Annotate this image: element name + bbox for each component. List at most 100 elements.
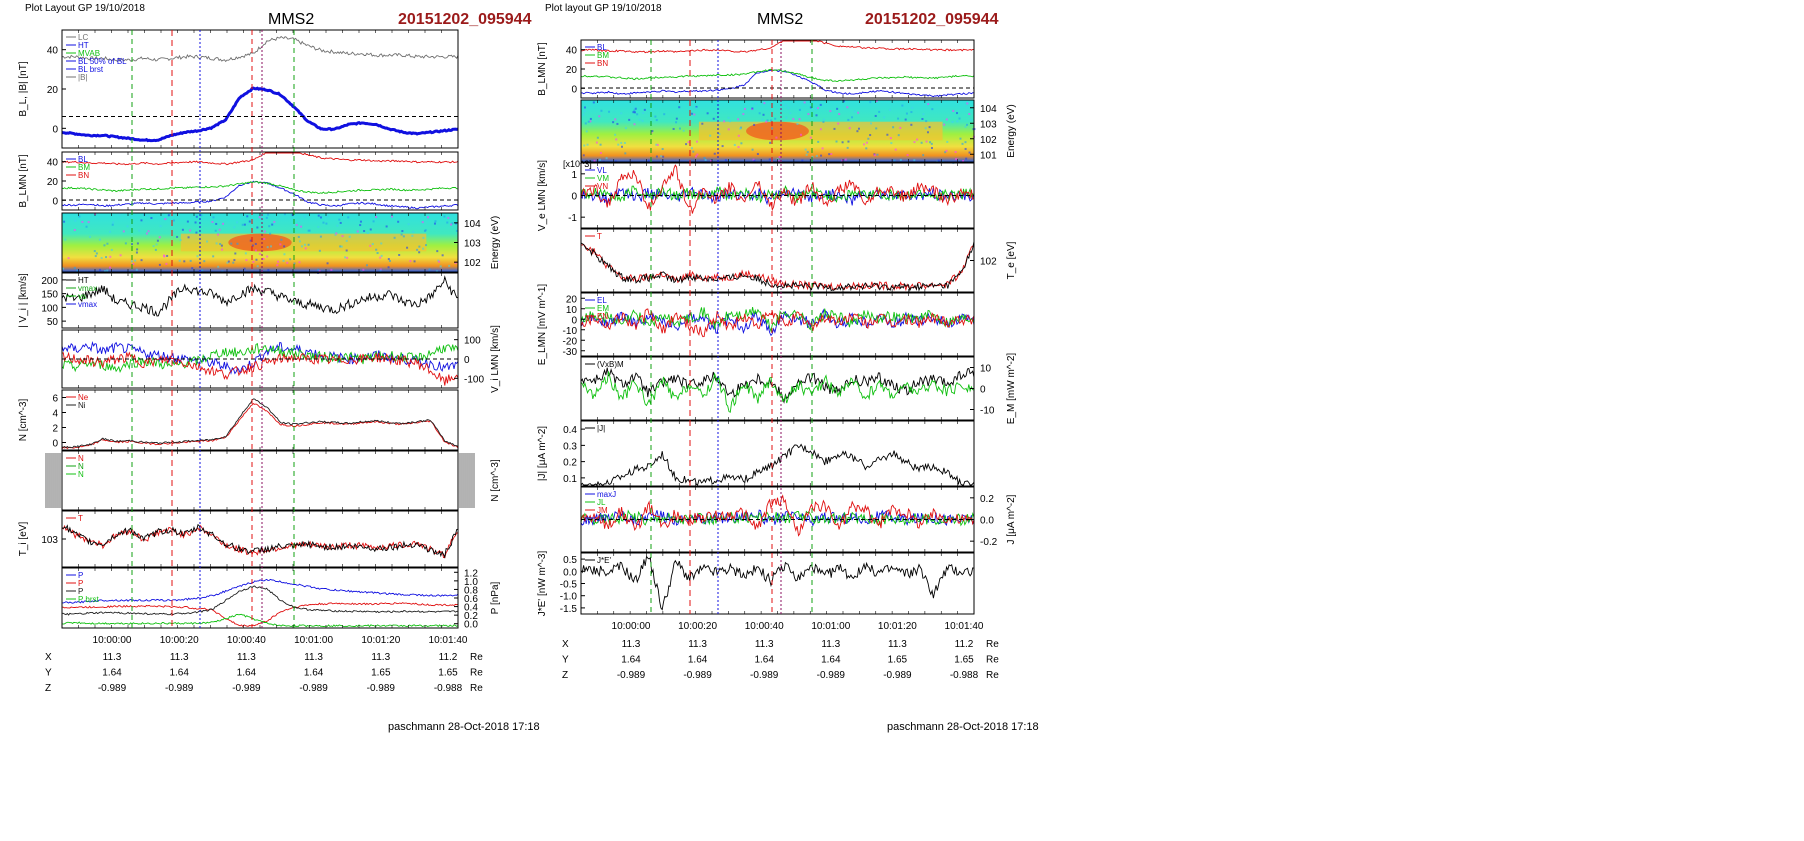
spectrogram-speck xyxy=(135,251,138,254)
series-line xyxy=(61,181,459,194)
y-tick-label: -1.5 xyxy=(560,604,578,615)
spectrogram-speck xyxy=(62,267,65,270)
spectrogram-speck xyxy=(801,159,804,162)
spectrogram-speck xyxy=(406,246,409,249)
spectrogram-speck xyxy=(379,269,382,272)
spectrogram-speck xyxy=(140,219,143,222)
legend-entry: VN xyxy=(597,182,608,191)
spectrogram-speck xyxy=(930,147,933,150)
spectrogram-speck xyxy=(298,240,301,243)
spectrogram-speck xyxy=(682,129,685,132)
spectrogram-speck xyxy=(965,157,968,160)
spectrogram-speck xyxy=(678,106,681,109)
spectrogram-speck xyxy=(723,120,726,123)
spectrogram-speck xyxy=(632,111,635,114)
spectrogram-speck xyxy=(234,252,237,255)
series-line xyxy=(580,443,975,486)
spectrogram-speck xyxy=(857,127,860,130)
spectrogram-speck xyxy=(307,229,310,232)
spectrogram-speck xyxy=(765,120,768,123)
spectrogram-speck xyxy=(799,133,802,136)
left-pos-unit: Re xyxy=(470,683,483,694)
spectrogram-speck xyxy=(369,228,372,231)
spectrogram-speck xyxy=(365,264,368,267)
spectrogram-speck xyxy=(633,109,636,112)
legend-entry: BN xyxy=(597,59,608,68)
spectrogram-speck xyxy=(945,149,948,152)
spectrogram-speck xyxy=(241,223,244,226)
spectrogram-speck xyxy=(733,143,736,146)
spectrogram-speck xyxy=(894,148,897,151)
spectrogram-speck xyxy=(402,235,405,238)
right-pos-value: -0.989 xyxy=(883,670,912,681)
right-time-tick: 10:01:00 xyxy=(811,621,850,632)
spectrogram-speck xyxy=(751,148,754,151)
spectrogram-speck xyxy=(398,254,401,257)
spectrogram-speck xyxy=(728,120,731,123)
spectrogram-speck xyxy=(647,159,650,162)
legend-entry: P xyxy=(78,571,83,580)
spectrogram-speck xyxy=(375,248,378,251)
spectrogram-speck xyxy=(762,113,765,116)
spectrogram-core xyxy=(698,121,943,141)
series-line xyxy=(61,180,459,210)
left-pos-value: 11.3 xyxy=(103,652,122,663)
left-time-tick: 10:01:00 xyxy=(294,635,333,646)
spectrogram-speck xyxy=(450,223,453,226)
y-tick-label: 103 xyxy=(980,119,997,130)
left-pos-value: -0.989 xyxy=(98,683,127,694)
spectrogram-speck xyxy=(265,216,268,219)
y-tick-label: 20 xyxy=(566,65,578,76)
series-line xyxy=(580,555,975,611)
spectrogram-speck xyxy=(650,131,653,134)
spectrogram-speck xyxy=(966,102,969,105)
y-tick-label: 101 xyxy=(980,150,997,161)
series-line xyxy=(580,509,975,527)
series-line xyxy=(580,68,975,82)
spectrogram-speck xyxy=(911,106,914,109)
right-pos-unit: Re xyxy=(986,639,999,650)
legend-entry: BM xyxy=(597,51,609,60)
spectrogram-speck xyxy=(886,133,889,136)
spectrogram-speck xyxy=(317,268,320,271)
spectrogram-speck xyxy=(172,219,175,222)
spectrogram-speck xyxy=(815,154,818,157)
spectrogram-speck xyxy=(297,221,300,224)
spectrogram-speck xyxy=(289,258,292,261)
left-pos-value: 11.3 xyxy=(371,652,390,663)
spectrogram-speck xyxy=(785,116,788,119)
legend-entry: HT xyxy=(78,276,89,285)
spectrogram-speck xyxy=(642,111,645,114)
spectrogram-speck xyxy=(846,106,849,109)
spectrogram-speck xyxy=(951,120,954,123)
right-spacecraft: MMS2 xyxy=(757,11,803,28)
spectrogram-speck xyxy=(585,130,588,133)
spectrogram-speck xyxy=(752,158,755,161)
legend-entry: BL xyxy=(597,43,607,52)
spectrogram-speck xyxy=(338,218,341,221)
spectrogram-speck xyxy=(927,103,930,106)
spectrogram-speck xyxy=(819,103,822,106)
spectrogram-speck xyxy=(105,256,108,259)
spectrogram-speck xyxy=(883,116,886,119)
y-tick-label: 2 xyxy=(52,424,58,435)
spectrogram-speck xyxy=(339,221,342,224)
spectrogram-speck xyxy=(232,261,235,264)
spectrogram-speck xyxy=(693,113,696,116)
spectrogram-speck xyxy=(103,244,106,247)
left-pos-unit: Re xyxy=(470,652,483,663)
spectrogram-speck xyxy=(345,239,348,242)
spectrogram-speck xyxy=(944,151,947,154)
y-tick-label: 0.2 xyxy=(464,611,478,622)
left-pos-value: -0.989 xyxy=(299,683,328,694)
spectrogram-speck xyxy=(178,259,181,262)
y-tick-label: 0 xyxy=(571,84,577,95)
spectrogram-speck xyxy=(409,260,412,263)
panel-title: [x10^3] xyxy=(563,159,592,169)
spectrogram-speck xyxy=(661,148,664,151)
spectrogram-speck xyxy=(244,252,247,255)
left-time-tick: 10:00:00 xyxy=(93,635,132,646)
right-pos-label: Z xyxy=(562,670,568,681)
spectrogram-speck xyxy=(853,110,856,113)
